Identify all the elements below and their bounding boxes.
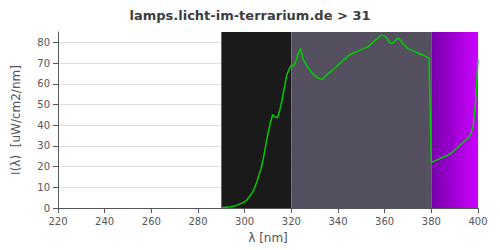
svg-text:0: 0 [44, 203, 50, 214]
svg-text:I(λ) [uW/cm2/nm]: I(λ) [uW/cm2/nm] [9, 65, 23, 175]
svg-text:340: 340 [328, 216, 347, 227]
svg-text:lamps.licht-im-terrarium.de >: lamps.licht-im-terrarium.de > 31 [129, 8, 370, 23]
svg-text:240: 240 [95, 216, 114, 227]
svg-text:20: 20 [37, 161, 50, 172]
svg-text:260: 260 [142, 216, 161, 227]
svg-text:λ [nm]: λ [nm] [248, 231, 288, 245]
svg-text:40: 40 [37, 120, 50, 131]
svg-text:220: 220 [48, 216, 67, 227]
svg-text:360: 360 [375, 216, 394, 227]
svg-text:70: 70 [37, 58, 50, 69]
svg-text:400: 400 [468, 216, 487, 227]
svg-text:10: 10 [37, 182, 50, 193]
svg-text:30: 30 [37, 140, 50, 151]
svg-text:50: 50 [37, 99, 50, 110]
svg-text:60: 60 [37, 78, 50, 89]
svg-text:320: 320 [282, 216, 301, 227]
svg-text:280: 280 [188, 216, 207, 227]
svg-text:80: 80 [37, 37, 50, 48]
svg-text:300: 300 [235, 216, 254, 227]
svg-text:380: 380 [422, 216, 441, 227]
